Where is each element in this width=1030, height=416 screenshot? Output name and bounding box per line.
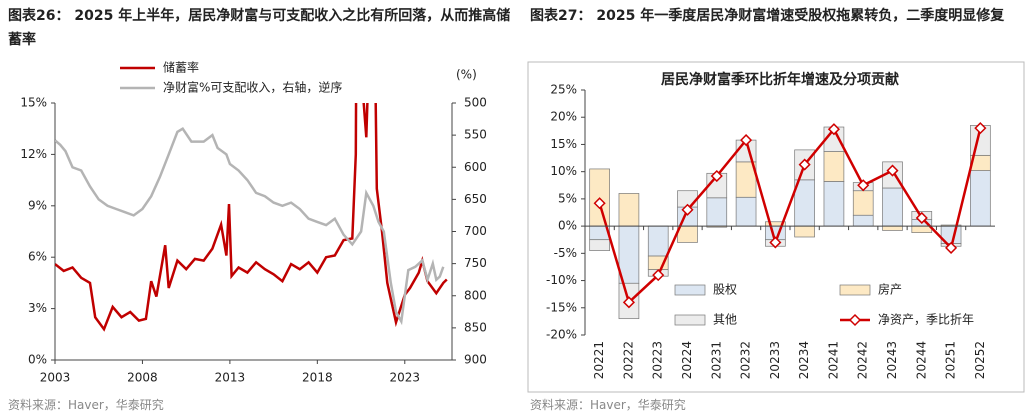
line-marker: [681, 203, 694, 216]
x-tick-label: 20241: [826, 341, 840, 379]
line-marker: [622, 296, 635, 309]
line-marker: [769, 236, 782, 249]
y2-tick-label: 550: [464, 128, 487, 142]
x-tick-label: 20231: [709, 341, 723, 379]
x-tick-label: 2013: [215, 371, 246, 385]
y-tick-label: 0%: [558, 219, 577, 233]
source-note: 资料来源：Haver，华泰研究: [530, 398, 686, 412]
x-tick-label: 2018: [302, 371, 333, 385]
axis-unit: (%): [456, 68, 477, 82]
line-marker: [798, 158, 811, 171]
legend-label: 净资产，季比折年: [878, 312, 974, 327]
bar-segment: [970, 170, 991, 227]
line-marker: [945, 241, 958, 254]
y-tick-label: 15%: [550, 137, 577, 151]
y-tick-label: 25%: [550, 83, 577, 97]
legend-label: 房产: [878, 282, 902, 297]
bar-segment: [735, 196, 757, 227]
bar-segment: [706, 197, 728, 227]
bar-segment: [647, 225, 669, 257]
bar-segment: [794, 225, 815, 238]
bar-segment: [794, 179, 815, 227]
x-tick-label: 20243: [885, 341, 899, 379]
y2-tick-label: 650: [464, 192, 487, 206]
x-tick-label: 2003: [40, 371, 71, 385]
line-marker: [857, 179, 870, 192]
x-tick-label: 2008: [127, 371, 158, 385]
source-note: 资料来源：Haver，华泰研究: [8, 398, 164, 412]
x-tick-label: 20222: [621, 341, 635, 379]
axis-frame: [54, 103, 453, 361]
y-tick-label: -5%: [554, 246, 577, 260]
x-tick-label: 20242: [856, 341, 870, 379]
line-marker: [593, 197, 606, 210]
y-tick-label: -10%: [546, 273, 577, 287]
y-tick-label: -20%: [546, 328, 577, 342]
x-tick-label: 20234: [797, 341, 811, 379]
y-tick-label: 15%: [20, 96, 47, 110]
line-marker: [710, 169, 723, 183]
bar-segment: [852, 214, 874, 227]
y-tick-label: 6%: [28, 250, 47, 264]
y2-tick-label: 850: [464, 320, 487, 334]
y2-tick-label: 700: [464, 224, 487, 238]
line-marker: [915, 211, 928, 225]
bar-segment: [911, 225, 933, 233]
bar-segment: [589, 239, 610, 251]
legend-label: 储蓄率: [163, 60, 199, 75]
bar-segment: [618, 193, 640, 227]
bar-segment: [823, 181, 845, 227]
y-tick-label: 9%: [28, 198, 47, 212]
y-tick-label: 10%: [550, 164, 577, 178]
y-tick-label: 0%: [28, 353, 47, 367]
line-marker: [740, 134, 753, 147]
series-line: [55, 103, 448, 332]
y2-tick-label: 500: [464, 96, 487, 110]
bar-segment: [882, 187, 903, 227]
series-line: [598, 126, 982, 305]
y-tick-label: -15%: [546, 300, 577, 314]
y-tick-label: 20%: [550, 110, 577, 124]
chart-frame: [527, 61, 1025, 393]
x-tick-label: 20244: [914, 341, 928, 379]
x-tick-label: 20233: [768, 341, 782, 379]
line-marker: [827, 123, 840, 136]
bar-segment: [852, 190, 874, 216]
legend-label: 股权: [713, 283, 737, 297]
x-tick-label: 20223: [651, 341, 665, 379]
line-marker: [974, 122, 987, 135]
figure-heading: 图表27： 2025 年一季度居民净财富增速受股权拖累转负，二季度明显修复: [530, 8, 1005, 24]
legend-marker: [848, 313, 862, 327]
y2-tick-label: 800: [464, 288, 487, 302]
y-tick-label: 3%: [28, 301, 47, 315]
line-marker: [886, 164, 899, 177]
y-tick-label: 5%: [558, 191, 577, 205]
x-tick-label: 20252: [973, 341, 987, 379]
y2-tick-label: 600: [464, 160, 487, 174]
x-tick-label: 20232: [739, 341, 753, 379]
bar-segment: [882, 225, 903, 231]
legend-label: 其他: [713, 313, 737, 327]
x-tick-label: 20251: [944, 341, 958, 379]
legend-swatch: [674, 284, 706, 296]
x-tick-label: 20221: [592, 341, 606, 379]
figure-heading: 图表26： 2025 年上半年，居民净财富与可支配收入之比有所回落，从而推高储蓄…: [8, 8, 511, 48]
y2-tick-label: 900: [464, 353, 487, 367]
line-marker: [652, 269, 665, 282]
bar-segment: [677, 225, 698, 243]
legend-swatch: [674, 314, 706, 326]
chart-title: 居民净财富季环比折年增速及分项贡献: [661, 71, 899, 88]
y2-tick-label: 750: [464, 256, 487, 270]
bar-segment: [823, 151, 845, 182]
legend-label: 净财富%可支配收入，右轴，逆序: [163, 80, 342, 95]
series-line: [55, 127, 445, 326]
x-tick-label: 20224: [680, 341, 694, 379]
legend-swatch: [839, 284, 871, 296]
x-tick-label: 2023: [390, 371, 421, 385]
y-tick-label: 12%: [20, 147, 47, 161]
